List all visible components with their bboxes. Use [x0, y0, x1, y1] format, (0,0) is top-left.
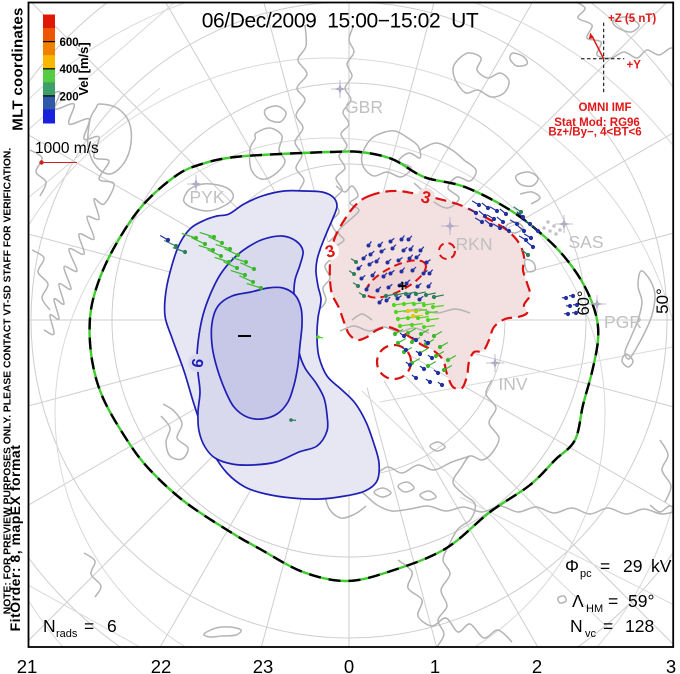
svg-text:SAS: SAS [568, 232, 603, 252]
svg-text:Φ: Φ [565, 556, 579, 576]
svg-text:22: 22 [151, 656, 172, 674]
svg-text:+Z (5 nT): +Z (5 nT) [608, 13, 656, 25]
svg-text:1: 1 [430, 656, 440, 674]
svg-text:21: 21 [17, 656, 38, 674]
svg-text:=: = [84, 616, 94, 636]
svg-text:3: 3 [666, 656, 676, 674]
svg-text:=: = [600, 556, 610, 576]
svg-text:N: N [570, 616, 583, 636]
svg-text:+Y: +Y [627, 60, 642, 72]
svg-text:Vel [m/s]: Vel [m/s] [76, 42, 91, 95]
svg-text:PGR: PGR [604, 312, 642, 332]
svg-text:50°: 50° [653, 288, 672, 314]
svg-text:6: 6 [189, 357, 207, 369]
svg-text:N: N [43, 616, 56, 636]
svg-text:23: 23 [253, 656, 274, 674]
svg-text:1000 m/s: 1000 m/s [35, 140, 99, 157]
svg-text:59°: 59° [628, 591, 654, 611]
svg-text:OMNI IMF: OMNI IMF [578, 102, 631, 114]
svg-text:400: 400 [60, 64, 79, 76]
svg-text:0: 0 [344, 656, 354, 674]
svg-text:PYK: PYK [189, 187, 224, 207]
svg-text:06/Dec/2009 15:00−15:02 UT: 06/Dec/2009 15:00−15:02 UT [202, 10, 479, 33]
svg-text:pc: pc [580, 568, 592, 580]
svg-text:2: 2 [532, 656, 542, 674]
svg-text:Bz+/By−, 4<BT<6: Bz+/By−, 4<BT<6 [548, 127, 641, 139]
svg-text:60°: 60° [575, 291, 593, 316]
svg-text:rads: rads [56, 628, 78, 640]
svg-text:=: = [603, 616, 613, 636]
svg-text:29: 29 [623, 556, 642, 576]
svg-text:6: 6 [107, 616, 117, 636]
svg-text:INV: INV [498, 374, 528, 394]
svg-text:Stat Mod: RG96: Stat Mod: RG96 [554, 117, 640, 129]
svg-text:kV: kV [651, 556, 672, 576]
svg-text:128: 128 [625, 616, 654, 636]
svg-text:GBR: GBR [345, 97, 383, 117]
svg-text:FitOrder: 8, mapEX format: FitOrder: 8, mapEX format [7, 445, 23, 632]
svg-text:RKN: RKN [456, 234, 493, 254]
svg-text:vc: vc [585, 628, 597, 640]
svg-text:=: = [608, 591, 618, 611]
svg-text:Λ: Λ [572, 591, 584, 611]
svg-text:MLT coordinates: MLT coordinates [10, 7, 27, 130]
svg-text:HM: HM [586, 603, 603, 615]
svg-text:NOTE: FOR PREVIEW PURPOSES ONL: NOTE: FOR PREVIEW PURPOSES ONLY. PLEASE … [3, 148, 14, 615]
svg-text:200: 200 [60, 91, 79, 103]
svg-text:600: 600 [60, 37, 79, 49]
